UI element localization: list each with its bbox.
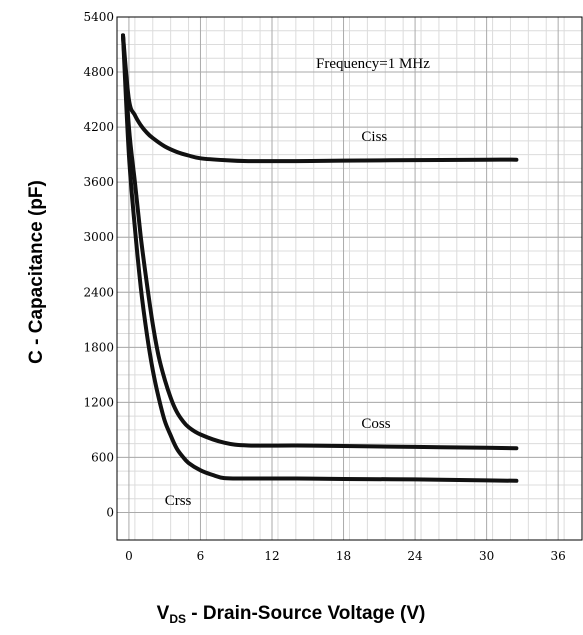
x-tick-label: 24 <box>407 549 423 563</box>
series-coss-line <box>121 33 519 451</box>
y-tick-label: 5400 <box>83 10 114 24</box>
x-tick-label: 12 <box>264 549 279 563</box>
x-tick-label: 36 <box>551 549 566 563</box>
y-axis-label: C - Capacitance (pF) <box>26 180 47 364</box>
plot-frame <box>116 16 583 541</box>
x-tick-label: 0 <box>125 549 133 563</box>
y-tick-label: 1200 <box>83 395 114 409</box>
x-axis-label-rest: - Drain-Source Voltage (V) <box>186 603 425 624</box>
curve-label-coss: Coss <box>361 416 390 432</box>
series-group <box>121 33 519 483</box>
y-tick-label: 3000 <box>83 230 114 244</box>
y-tick-label: 600 <box>91 450 114 464</box>
x-axis-label-main: V <box>157 603 170 624</box>
frequency-annotation: Frequency=1 MHz <box>316 56 430 72</box>
curve-labels: Ciss Coss Crss <box>165 129 391 509</box>
y-tick-label: 4800 <box>83 65 114 79</box>
y-tick-label: 2400 <box>83 285 114 299</box>
y-tick-label: 3600 <box>83 175 114 189</box>
tick-labels: 0 6 12 18 24 30 36 0 600 1200 1800 2400 3000 3600 4200… <box>83 10 565 563</box>
y-tick-label: 1800 <box>83 340 114 354</box>
x-tick-label: 6 <box>197 549 205 563</box>
x-tick-label: 30 <box>479 549 494 563</box>
curve-label-ciss: Ciss <box>361 129 387 145</box>
x-axis-label-subscript: DS <box>169 612 186 626</box>
series-crss-line <box>121 33 519 483</box>
curve-label-crss: Crss <box>165 493 192 509</box>
x-tick-label: 18 <box>336 549 351 563</box>
grid <box>116 16 583 540</box>
y-tick-label: 0 <box>106 505 114 519</box>
series-ciss-line <box>121 33 519 164</box>
x-axis-label: VDS - Drain-Source Voltage (V) <box>157 603 426 626</box>
y-tick-label: 4200 <box>83 120 114 134</box>
